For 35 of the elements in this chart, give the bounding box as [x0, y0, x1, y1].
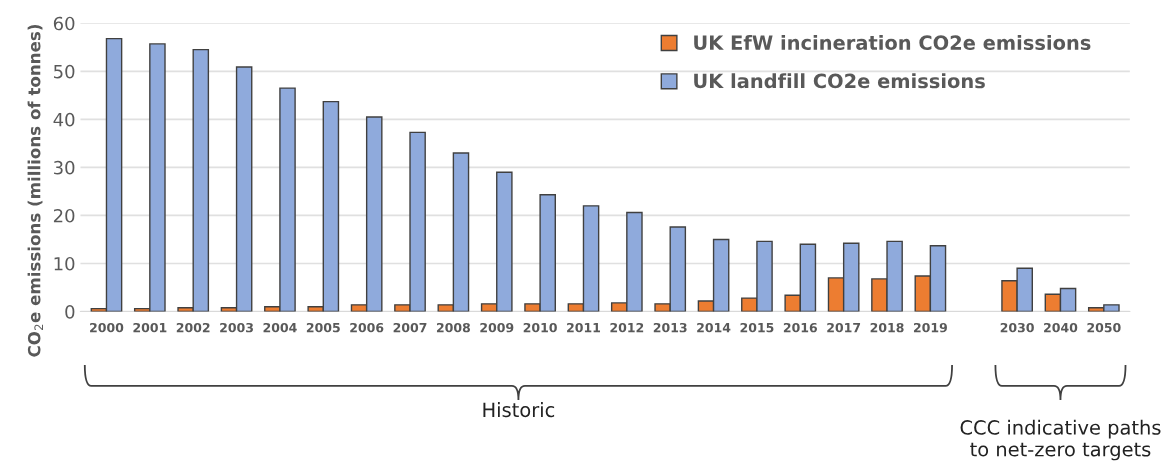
x-tick-label: 2014	[697, 322, 731, 333]
x-tick-label: 2011	[567, 322, 601, 333]
y-tick-label: 0	[65, 305, 75, 319]
x-tick-label: 2012	[610, 322, 644, 333]
x-tick-label: 2013	[653, 322, 687, 333]
y-tick-label: 30	[53, 160, 75, 175]
x-tick-label: 2006	[350, 322, 384, 333]
x-tick-label: 2008	[436, 322, 470, 333]
x-tick-label: 2010	[523, 322, 557, 333]
x-tick-label: 2002	[176, 322, 210, 333]
x-tick-label: 2016	[783, 322, 818, 333]
y-tick-label: 40	[53, 112, 75, 127]
y-axis-title: CO$_{2}$e emissions (millions of tonnes)	[27, 25, 43, 357]
x-tick-label: 2007	[393, 322, 427, 333]
x-tick-label: 2003	[220, 322, 253, 333]
x-tick-label: 2004	[263, 322, 297, 333]
y-tick-label: 20	[53, 208, 75, 223]
legend-label: UK EfW incineration CO2e emissions	[694, 34, 1091, 51]
x-tick-label: 2000	[90, 322, 124, 333]
x-tick-label: 2050	[1087, 322, 1121, 333]
x-tick-label: 2009	[480, 322, 514, 333]
text: CCC indicative paths to net-zero targets	[960, 419, 1161, 461]
y-tick-label: 50	[54, 64, 75, 79]
x-tick-label: 2005	[306, 322, 340, 333]
x-tick-label: 2015	[740, 322, 774, 333]
x-tick-label: 2030	[1000, 322, 1034, 333]
y-tick-label: 60	[53, 16, 75, 31]
x-tick-label: 2040	[1044, 322, 1078, 333]
y-tick-label: 10	[54, 256, 75, 271]
x-tick-label: 2001	[133, 322, 167, 333]
legend-label: UK landfill CO2e emissions	[694, 73, 985, 89]
x-tick-label: 2017	[827, 322, 861, 333]
x-tick-label: 2019	[913, 322, 947, 333]
x-tick-label: 2018	[870, 322, 904, 333]
text: Historic	[483, 402, 555, 418]
